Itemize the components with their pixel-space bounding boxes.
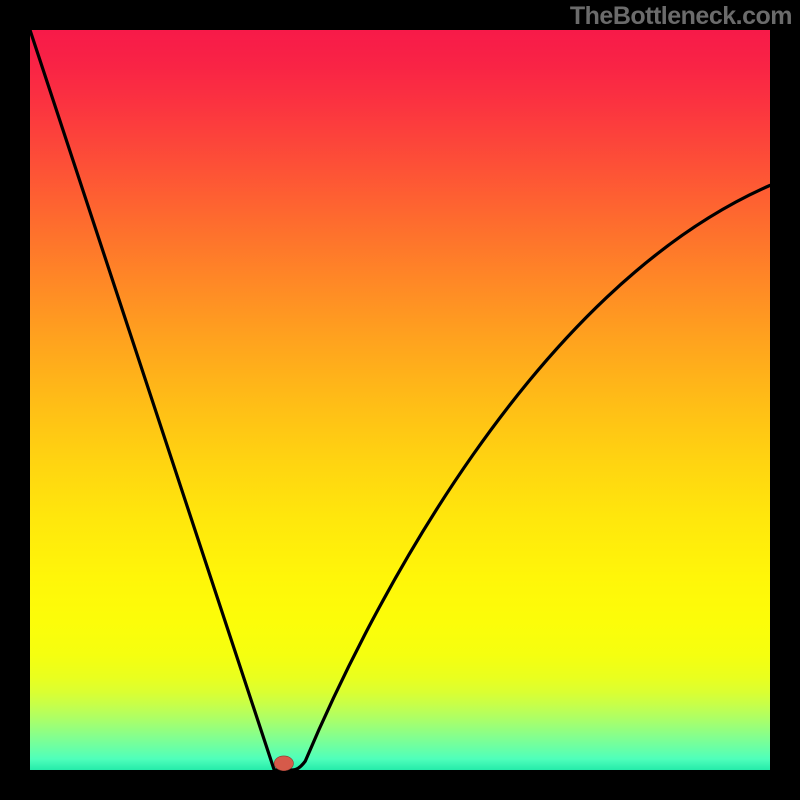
- chart-svg: [0, 0, 800, 800]
- optimum-marker: [274, 756, 293, 771]
- watermark-text: TheBottleneck.com: [570, 2, 792, 31]
- plot-background: [30, 30, 770, 770]
- chart-container: TheBottleneck.com: [0, 0, 800, 800]
